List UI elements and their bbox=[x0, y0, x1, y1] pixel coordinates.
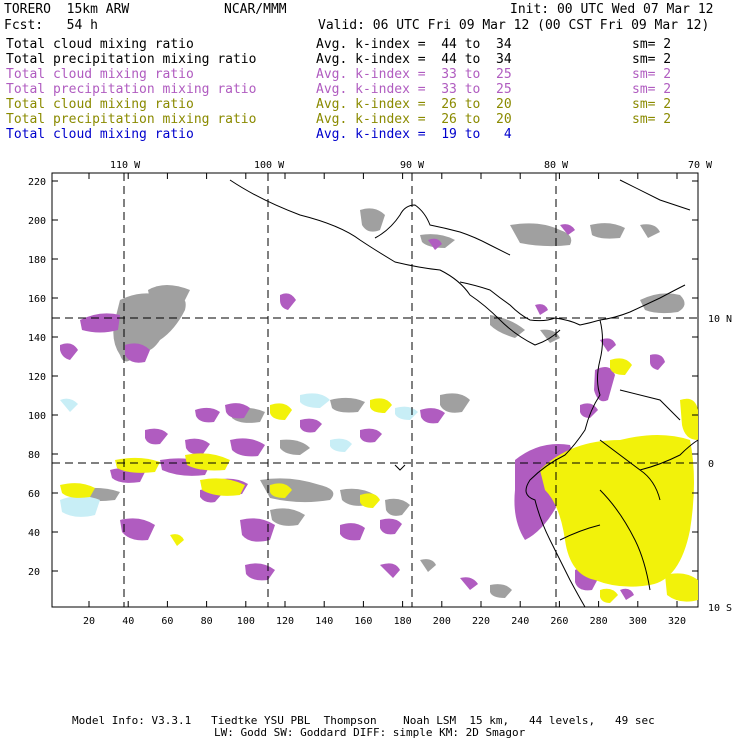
legend-row: Total precipitation mixing ratio Avg. k-i… bbox=[6, 82, 734, 97]
legend-field: Total precipitation mixing ratio bbox=[6, 82, 257, 97]
legend-row: Total cloud mixing ratio Avg. k-index = 2… bbox=[6, 97, 734, 112]
legend-smoothing: sm= 2 bbox=[632, 97, 672, 112]
legend-kindex: Avg. k-index = 44 to 34 bbox=[316, 52, 512, 67]
y-tick-label: 140 bbox=[28, 333, 47, 344]
lon-label-110w: 110 W bbox=[110, 160, 141, 171]
x-tick-label: 120 bbox=[276, 616, 295, 627]
x-tick-label: 220 bbox=[472, 616, 491, 627]
y-tick-label: 180 bbox=[28, 255, 47, 266]
org-label: NCAR/MMM bbox=[224, 2, 287, 17]
lon-label-100w: 100 W bbox=[254, 160, 285, 171]
x-tick-label: 100 bbox=[236, 616, 255, 627]
legend-field: Total cloud mixing ratio bbox=[6, 97, 194, 112]
x-tick-label: 180 bbox=[393, 616, 412, 627]
x-tick-label: 300 bbox=[628, 616, 647, 627]
model-title: TORERO 15km ARW bbox=[4, 2, 130, 17]
y-tick-label: 80 bbox=[28, 450, 41, 461]
legend-field: Total cloud mixing ratio bbox=[6, 127, 194, 142]
legend-smoothing: sm= 2 bbox=[632, 67, 672, 82]
valid-time: Valid: 06 UTC Fri 09 Mar 12 (00 CST Fri … bbox=[318, 18, 710, 33]
legend-kindex: Avg. k-index = 26 to 20 bbox=[316, 97, 512, 112]
x-tick-label: 60 bbox=[161, 616, 174, 627]
purple-precip-layer bbox=[60, 224, 665, 600]
coastline bbox=[229, 179, 699, 608]
forecast-hour: Fcst: 54 h bbox=[4, 18, 98, 33]
legend-smoothing: sm= 2 bbox=[632, 52, 672, 67]
y-tick-label: 120 bbox=[28, 372, 47, 383]
y-tick-label: 20 bbox=[28, 567, 41, 578]
legend-smoothing: sm= 2 bbox=[632, 112, 672, 127]
tick-marks bbox=[52, 173, 698, 607]
x-tick-label: 80 bbox=[200, 616, 213, 627]
y-tick-label: 220 bbox=[28, 177, 47, 188]
lat-label-0: 0 bbox=[708, 459, 715, 470]
footer-physics-info: LW: Godd SW: Goddard DIFF: simple KM: 2D… bbox=[214, 726, 526, 739]
legend-row: Total cloud mixing ratio Avg. k-index = 1… bbox=[6, 127, 734, 142]
init-time: Init: 00 UTC Wed 07 Mar 12 bbox=[510, 2, 714, 17]
legend-field: Total precipitation mixing ratio bbox=[6, 52, 257, 67]
lon-label-90w: 90 W bbox=[400, 160, 425, 171]
lon-label-70w: 70 W bbox=[688, 160, 713, 171]
lat-label-10s: 10 S bbox=[708, 603, 733, 614]
legend-field: Total cloud mixing ratio bbox=[6, 37, 194, 52]
legend-field: Total cloud mixing ratio bbox=[6, 67, 194, 82]
x-tick-label: 160 bbox=[354, 616, 373, 627]
x-tick-label: 260 bbox=[550, 616, 569, 627]
y-tick-label: 40 bbox=[28, 528, 41, 539]
footer-model-info: Model Info: V3.3.1 Tiedtke YSU PBL Thomp… bbox=[72, 714, 655, 727]
legend-field: Total precipitation mixing ratio bbox=[6, 112, 257, 127]
legend-row: Total cloud mixing ratio Avg. k-index = 3… bbox=[6, 67, 734, 82]
y-tick-label: 200 bbox=[28, 216, 47, 227]
legend-row: Total precipitation mixing ratio Avg. k-i… bbox=[6, 112, 734, 127]
legend-kindex: Avg. k-index = 33 to 25 bbox=[316, 82, 512, 97]
x-tick-label: 240 bbox=[511, 616, 530, 627]
legend-kindex: Avg. k-index = 44 to 34 bbox=[316, 37, 512, 52]
graticule bbox=[52, 173, 698, 607]
legend-kindex: Avg. k-index = 26 to 20 bbox=[316, 112, 512, 127]
x-tick-label: 40 bbox=[122, 616, 135, 627]
legend-kindex: Avg. k-index = 33 to 25 bbox=[316, 67, 512, 82]
x-tick-label: 320 bbox=[668, 616, 687, 627]
y-tick-label: 160 bbox=[28, 294, 47, 305]
legend-row: Total cloud mixing ratio Avg. k-index = 4… bbox=[6, 37, 734, 52]
legend-smoothing: sm= 2 bbox=[632, 37, 672, 52]
y-tick-label: 60 bbox=[28, 489, 41, 500]
lon-label-80w: 80 W bbox=[544, 160, 569, 171]
lat-label-10n: 10 N bbox=[708, 314, 733, 325]
legend-kindex: Avg. k-index = 19 to 4 bbox=[316, 127, 512, 142]
x-tick-label: 280 bbox=[589, 616, 608, 627]
legend-smoothing: sm= 2 bbox=[632, 82, 672, 97]
legend-row: Total precipitation mixing ratio Avg. k-i… bbox=[6, 52, 734, 67]
x-tick-label: 200 bbox=[432, 616, 451, 627]
y-tick-label: 100 bbox=[28, 411, 47, 422]
x-tick-label: 140 bbox=[315, 616, 334, 627]
x-tick-label: 20 bbox=[83, 616, 96, 627]
